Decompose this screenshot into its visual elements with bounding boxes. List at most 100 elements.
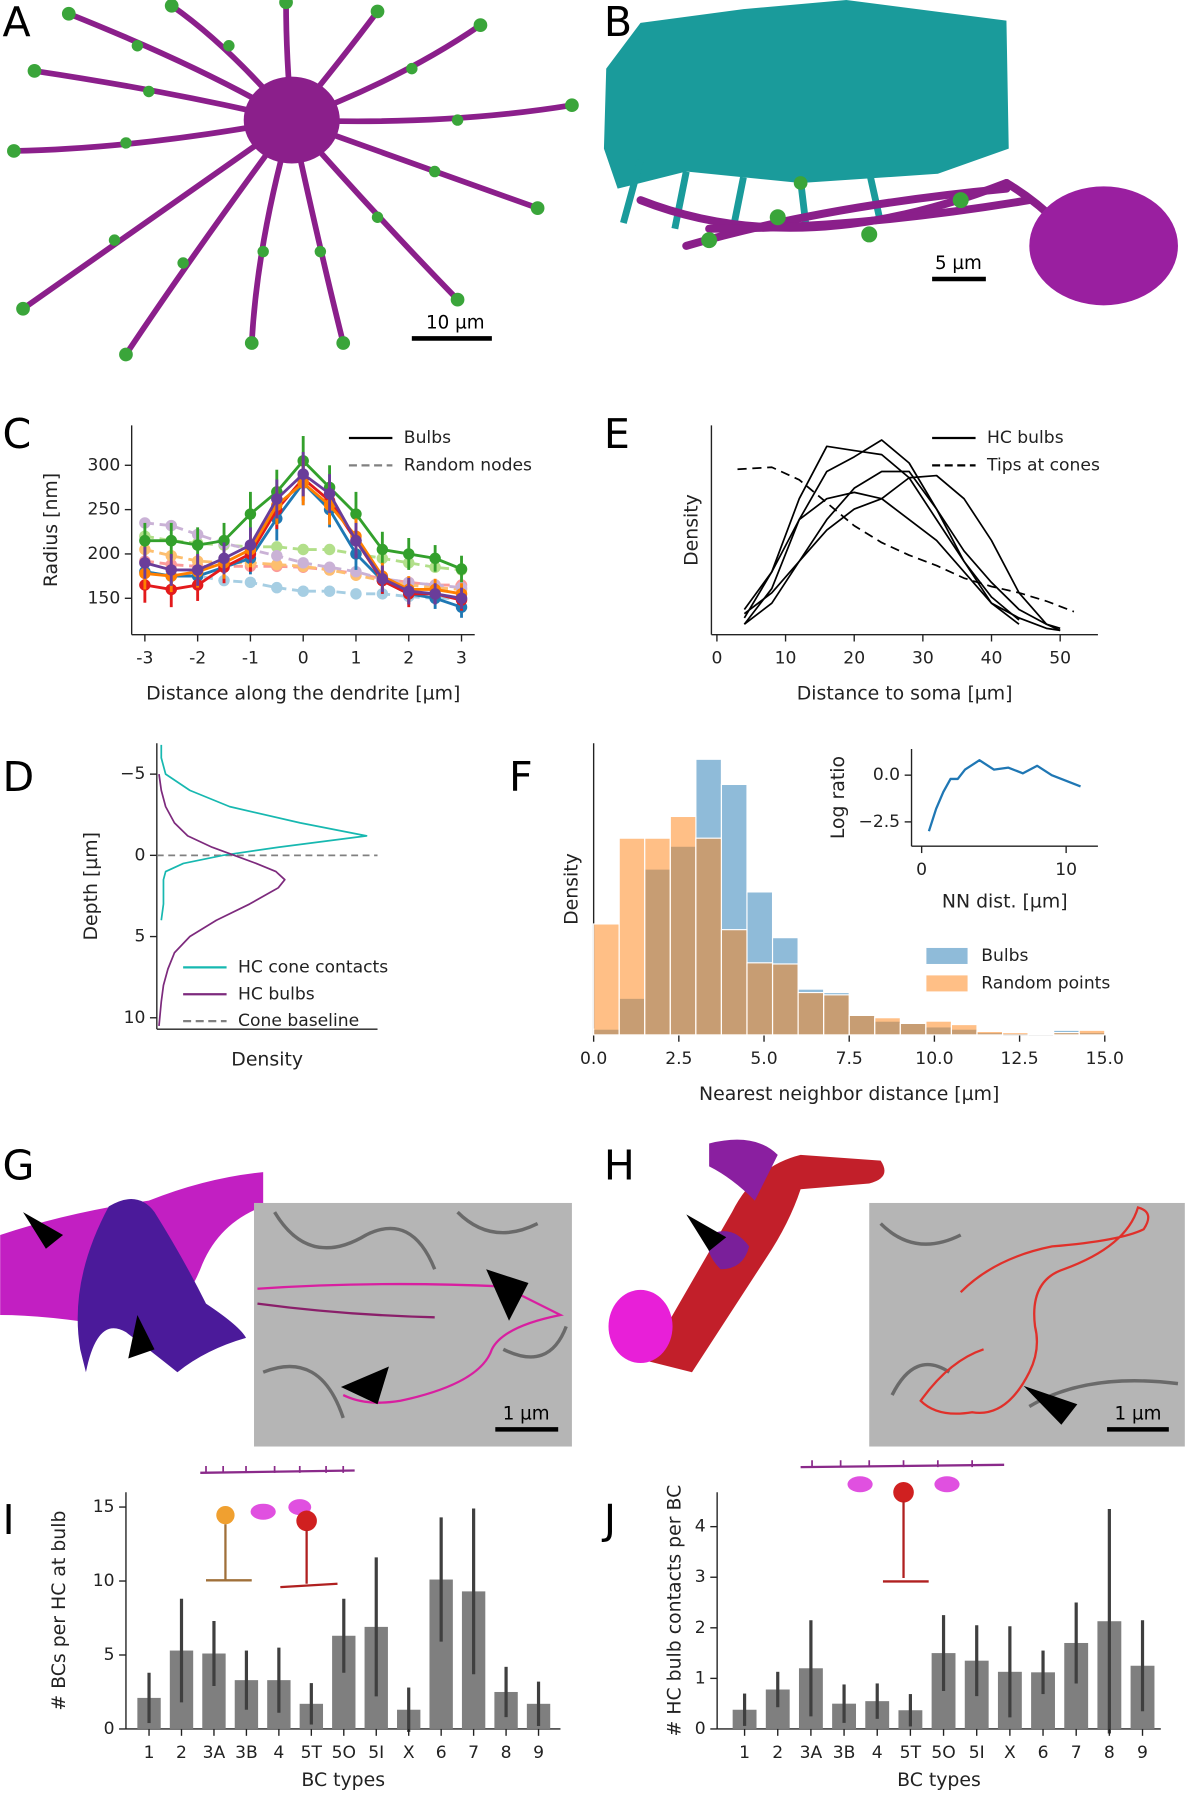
series-line — [743, 474, 1061, 632]
histogram-bar — [823, 994, 850, 1036]
point — [244, 576, 257, 589]
bar — [332, 1635, 356, 1729]
point — [323, 585, 336, 597]
x-tick-label: 4 — [872, 1743, 883, 1763]
histogram-bar — [1001, 1032, 1029, 1036]
point — [244, 508, 257, 520]
bar — [1064, 1642, 1089, 1729]
point — [271, 493, 283, 505]
x-tick-label: 20 — [843, 649, 865, 669]
panel-label: J — [601, 1496, 616, 1544]
legend-label: Random nodes — [404, 455, 532, 475]
x-tick-label: 15.0 — [1086, 1049, 1124, 1069]
y-tick-label: −5 — [120, 764, 145, 784]
legend-label: HC bulbs — [238, 984, 315, 1004]
x-tick-label: X — [1004, 1743, 1016, 1763]
x-tick-label: -1 — [242, 649, 259, 669]
legend-label: Random points — [981, 973, 1110, 993]
x-tick-label: 6 — [1038, 1743, 1049, 1763]
x-tick-label: 30 — [912, 649, 934, 669]
histogram-bar — [950, 1023, 978, 1036]
panel-label: E — [604, 410, 630, 458]
y-tick-label: 4 — [695, 1517, 706, 1537]
y-tick-label: 300 — [88, 455, 121, 475]
x-tick-label: 1 — [351, 649, 362, 669]
histogram-bar — [1027, 1033, 1055, 1036]
histogram-bar — [899, 1022, 927, 1036]
histogram-bar — [720, 929, 748, 1036]
y-axis-label: Radius [nm] — [40, 473, 62, 587]
bar — [202, 1653, 226, 1729]
point — [323, 561, 336, 573]
panel-i-schematic — [200, 1465, 355, 1589]
x-tick-label: 3A — [800, 1743, 823, 1763]
y-axis-label: Density — [560, 853, 582, 925]
point — [271, 581, 283, 594]
point — [455, 592, 468, 605]
panel-a-bulbs — [7, 0, 579, 362]
x-tick-label: 2 — [772, 1743, 783, 1763]
x-tick-label: 6 — [436, 1743, 447, 1763]
y-tick-label: 1 — [695, 1668, 706, 1688]
y-axis-label: Depth [µm] — [80, 832, 102, 941]
x-tick-label: 8 — [1104, 1743, 1115, 1763]
histogram-bar — [695, 837, 723, 1036]
x-tick-label: 9 — [533, 1743, 544, 1763]
point — [218, 552, 230, 565]
histogram-bar — [874, 1017, 901, 1036]
histogram-bar — [618, 837, 646, 1036]
legend-label: Cone baseline — [238, 1011, 359, 1031]
bar — [1031, 1672, 1055, 1729]
x-tick-label: 9 — [1137, 1743, 1148, 1763]
panel-label: G — [2, 1142, 34, 1190]
y-axis-label: Density — [680, 494, 702, 566]
x-tick-label: 10 — [775, 649, 797, 669]
x-tick-label: 5O — [332, 1743, 356, 1763]
x-tick-label: 1 — [739, 1743, 750, 1763]
histogram-bar — [976, 1030, 1004, 1036]
x-tick-label: 50 — [1049, 649, 1071, 669]
series-line — [743, 491, 1020, 625]
panel-label: F — [509, 753, 533, 801]
point — [323, 543, 336, 556]
x-tick-label: 5T — [900, 1743, 922, 1763]
point — [350, 534, 362, 547]
series-line — [743, 470, 1061, 630]
point — [297, 543, 309, 556]
y-tick-label: 0 — [134, 845, 145, 865]
x-axis-label: BC types — [301, 1769, 385, 1791]
bar — [429, 1579, 453, 1729]
x-axis-label: BC types — [897, 1769, 981, 1791]
x-tick-label: 3B — [235, 1743, 258, 1763]
y-tick-label: 10 — [93, 1571, 115, 1591]
point — [350, 588, 362, 600]
point — [350, 565, 362, 578]
y-tick-label: 0.0 — [873, 765, 900, 785]
x-tick-label: 3A — [203, 1743, 226, 1763]
panel-g-render — [0, 1172, 572, 1447]
scale-bar-label: 1 µm — [1115, 1404, 1162, 1425]
x-tick-label: 3B — [833, 1743, 856, 1763]
legend-swatch — [926, 975, 968, 992]
x-tick-label: 1 — [144, 1743, 155, 1763]
x-tick-label: 5I — [368, 1743, 384, 1763]
panel-label: C — [2, 410, 31, 458]
x-tick-label: 10 — [1055, 860, 1077, 880]
point — [244, 539, 257, 551]
series-line — [160, 744, 368, 921]
scale-bar-label: 5 µm — [935, 253, 982, 274]
x-tick-label: 5T — [301, 1743, 323, 1763]
x-tick-label: 2 — [176, 1743, 187, 1763]
histogram-bar — [1053, 1032, 1080, 1036]
point — [191, 539, 204, 551]
point — [271, 541, 283, 553]
panel-b-render — [603, 0, 1178, 306]
x-tick-label: 0 — [711, 649, 722, 669]
y-tick-label: 150 — [88, 588, 121, 608]
x-tick-label: 2.5 — [665, 1049, 692, 1069]
point — [297, 585, 309, 597]
x-tick-label: 5O — [931, 1743, 955, 1763]
y-tick-label: 250 — [88, 500, 121, 520]
point — [165, 534, 177, 547]
